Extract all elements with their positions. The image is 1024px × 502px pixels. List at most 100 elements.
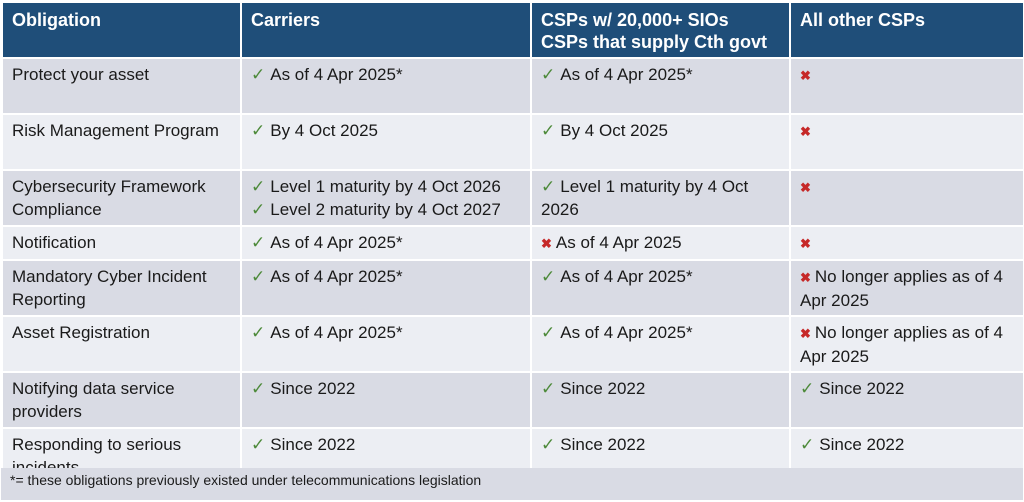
obligations-table: Obligation Carriers CSPs w/ 20,000+ SIOs… [1, 1, 1024, 485]
carriers-cell: ✓ Since 2022 [240, 371, 532, 429]
csps-cell: ✓ By 4 Oct 2025 [530, 113, 791, 171]
header-csps-large-line2: CSPs that supply Cth govt [541, 32, 768, 52]
carriers-entry-text: As of 4 Apr 2025* [270, 323, 403, 342]
csps-entry: ✓ As of 4 Apr 2025* [541, 267, 693, 286]
csps-entry: ✓ As of 4 Apr 2025* [541, 323, 693, 342]
check-icon: ✓ [251, 267, 266, 286]
cross-icon: ✖ [800, 180, 811, 195]
csps-cell: ✓ As of 4 Apr 2025* [530, 315, 791, 373]
header-csps-large-line1: CSPs w/ 20,000+ SIOs [541, 10, 729, 30]
check-icon: ✓ [541, 121, 556, 140]
check-icon: ✓ [541, 323, 556, 342]
csps-cell: ✖ As of 4 Apr 2025 [530, 225, 791, 261]
carriers-entry: ✓ Level 2 maturity by 4 Oct 2027 [251, 198, 521, 221]
table-row: Mandatory Cyber Incident Reporting ✓ As of… [1, 259, 1024, 317]
other-csps-text: No longer applies as of 4 Apr 2025 [800, 267, 1003, 310]
check-icon: ✓ [541, 177, 556, 196]
csps-entry-text: Level 1 maturity by 4 Oct 2026 [541, 177, 749, 219]
csps-cell: ✓ Since 2022 [530, 371, 791, 429]
cross-icon: ✖ [541, 236, 552, 251]
obligation-cell: Mandatory Cyber Incident Reporting [1, 259, 242, 317]
carriers-entry-text: Since 2022 [270, 379, 356, 398]
csps-entry-text: Since 2022 [560, 379, 646, 398]
carriers-entry-text: Level 1 maturity by 4 Oct 2026 [270, 177, 501, 196]
table-row: Risk Management Program ✓ By 4 Oct 2025 ✓ By… [1, 113, 1024, 171]
carriers-entry: ✓ Level 1 maturity by 4 Oct 2026 [251, 175, 521, 198]
other-csps-cell: ✖ [789, 57, 1024, 115]
carriers-entry: ✓ As of 4 Apr 2025* [251, 63, 521, 86]
obligation-cell: Asset Registration [1, 315, 242, 373]
obligation-cell: Notifying data service providers [1, 371, 242, 429]
carriers-entry: ✓ As of 4 Apr 2025* [251, 265, 521, 288]
other-csps-cell: ✖ No longer applies as of 4 Apr 2025 [789, 315, 1024, 373]
other-csps-cell: ✖ No longer applies as of 4 Apr 2025 [789, 259, 1024, 317]
csps-entry: ✓ Since 2022 [541, 379, 645, 398]
other-csps-cell: ✓ Since 2022 [789, 371, 1024, 429]
carriers-cell: ✓ Level 1 maturity by 4 Oct 2026 ✓ Level 2 … [240, 169, 532, 227]
carriers-entry-text: As of 4 Apr 2025* [270, 267, 403, 286]
other-csps-cell: ✖ [789, 169, 1024, 227]
carriers-entry-text: Level 2 maturity by 4 Oct 2027 [270, 200, 501, 219]
other-csps-cell: ✖ [789, 225, 1024, 261]
other-csps-text: Since 2022 [819, 435, 905, 454]
check-icon: ✓ [251, 200, 266, 219]
check-icon: ✓ [541, 267, 556, 286]
check-icon: ✓ [541, 435, 556, 454]
check-icon: ✓ [251, 323, 266, 342]
csps-cell: ✓ As of 4 Apr 2025* [530, 259, 791, 317]
carriers-cell: ✓ As of 4 Apr 2025* [240, 259, 532, 317]
obligation-cell: Notification [1, 225, 242, 261]
obligation-cell: Protect your asset [1, 57, 242, 115]
check-icon: ✓ [800, 379, 815, 398]
csps-entry-text: As of 4 Apr 2025 [555, 233, 682, 252]
carriers-entry-text: As of 4 Apr 2025* [270, 65, 403, 84]
csps-entry-text: As of 4 Apr 2025* [560, 267, 693, 286]
check-icon: ✓ [251, 177, 266, 196]
carriers-cell: ✓ As of 4 Apr 2025* [240, 225, 532, 261]
csps-cell: ✓ As of 4 Apr 2025* [530, 57, 791, 115]
carriers-entry: ✓ As of 4 Apr 2025* [251, 321, 521, 344]
carriers-cell: ✓ As of 4 Apr 2025* [240, 315, 532, 373]
carriers-entry: ✓ By 4 Oct 2025 [251, 119, 521, 142]
header-carriers: Carriers [240, 1, 532, 59]
cross-icon: ✖ [800, 124, 811, 139]
csps-entry: ✓ Since 2022 [541, 435, 645, 454]
other-csps-text: Since 2022 [819, 379, 905, 398]
csps-entry: ✓ As of 4 Apr 2025* [541, 65, 693, 84]
csps-entry: ✓ Level 1 maturity by 4 Oct 2026 [541, 177, 748, 219]
cross-icon: ✖ [800, 270, 811, 285]
table-body: Protect your asset ✓ As of 4 Apr 2025* ✓ As … [1, 57, 1024, 485]
check-icon: ✓ [251, 233, 266, 252]
carriers-cell: ✓ As of 4 Apr 2025* [240, 57, 532, 115]
header-other-csps: All other CSPs [789, 1, 1024, 59]
csps-entry: ✓ By 4 Oct 2025 [541, 121, 668, 140]
table-row: Cybersecurity Framework Compliance ✓ Level… [1, 169, 1024, 227]
check-icon: ✓ [541, 65, 556, 84]
carriers-entry-text: As of 4 Apr 2025* [270, 233, 403, 252]
obligation-cell: Cybersecurity Framework Compliance [1, 169, 242, 227]
footnote: *= these obligations previously existed … [1, 468, 1023, 500]
table-row: Notification ✓ As of 4 Apr 2025* ✖ As of 4 A… [1, 225, 1024, 261]
header-obligation: Obligation [1, 1, 242, 59]
check-icon: ✓ [251, 435, 266, 454]
csps-entry-text: As of 4 Apr 2025* [560, 65, 693, 84]
csps-cell: ✓ Level 1 maturity by 4 Oct 2026 [530, 169, 791, 227]
check-icon: ✓ [251, 65, 266, 84]
csps-entry: ✖ As of 4 Apr 2025 [541, 233, 682, 252]
carriers-entry: ✓ Since 2022 [251, 377, 521, 400]
obligation-cell: Risk Management Program [1, 113, 242, 171]
csps-entry-text: By 4 Oct 2025 [560, 121, 668, 140]
header-row: Obligation Carriers CSPs w/ 20,000+ SIOs… [1, 1, 1024, 59]
csps-entry-text: Since 2022 [560, 435, 646, 454]
csps-entry-text: As of 4 Apr 2025* [560, 323, 693, 342]
check-icon: ✓ [800, 435, 815, 454]
check-icon: ✓ [251, 121, 266, 140]
carriers-entry: ✓ As of 4 Apr 2025* [251, 231, 521, 254]
other-csps-cell: ✖ [789, 113, 1024, 171]
table-row: Protect your asset ✓ As of 4 Apr 2025* ✓ As … [1, 57, 1024, 115]
check-icon: ✓ [541, 379, 556, 398]
carriers-entry-text: By 4 Oct 2025 [270, 121, 378, 140]
carriers-entry-text: Since 2022 [270, 435, 356, 454]
table-row: Notifying data service providers ✓ Since 2… [1, 371, 1024, 429]
table-row: Asset Registration ✓ As of 4 Apr 2025* ✓ As … [1, 315, 1024, 373]
